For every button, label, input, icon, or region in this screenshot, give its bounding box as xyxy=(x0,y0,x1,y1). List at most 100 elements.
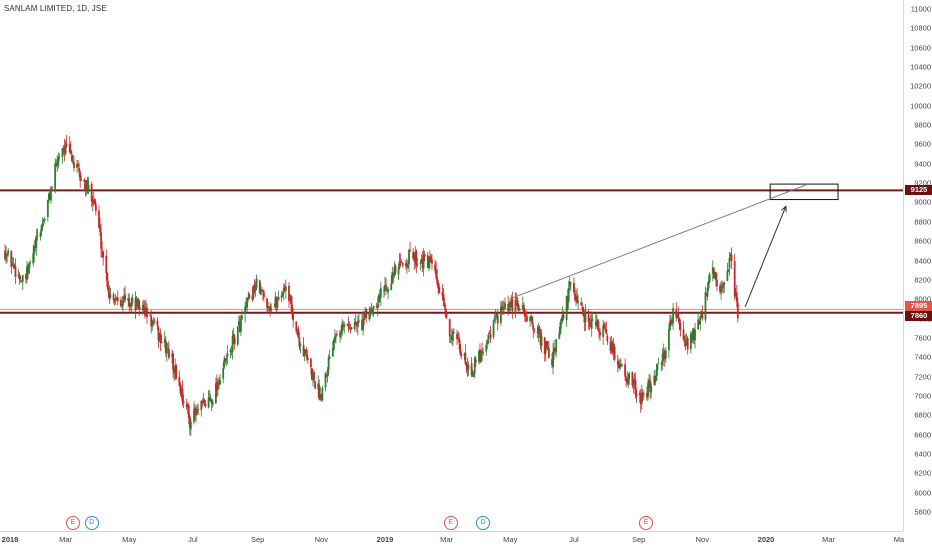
candle-body xyxy=(204,403,207,407)
candle-body xyxy=(319,394,322,400)
candle-body xyxy=(276,298,279,308)
time-tick-label: Mar xyxy=(440,535,454,544)
candle-body xyxy=(58,156,61,158)
candle-body xyxy=(180,388,183,395)
candle-body xyxy=(137,299,140,309)
candle-body xyxy=(18,275,21,280)
candle-body xyxy=(617,363,620,369)
candle-body xyxy=(466,365,469,371)
price-tick-label: 8800 xyxy=(914,217,931,227)
candle-body xyxy=(115,296,118,299)
earnings-icon[interactable]: E xyxy=(65,516,80,530)
candle-body xyxy=(722,284,725,289)
candle-body xyxy=(635,394,638,397)
candle-body xyxy=(312,372,314,378)
candle-body xyxy=(493,317,496,319)
candle-body xyxy=(55,162,58,166)
candle-body xyxy=(720,288,723,293)
candle-body xyxy=(90,183,93,202)
dividend-icon[interactable]: D xyxy=(84,516,99,530)
candle-body xyxy=(684,342,687,346)
candle-body xyxy=(201,401,204,404)
candle-body xyxy=(708,273,711,282)
candle-body xyxy=(150,315,153,327)
price-label-7895: 7895 xyxy=(905,301,932,312)
price-tick-label: 10000 xyxy=(910,101,931,111)
candle-body xyxy=(401,262,404,266)
earnings-icon[interactable]: E xyxy=(443,516,458,530)
candle-body xyxy=(375,306,378,308)
time-axis[interactable]: 2018 Mar May Jul Sep Nov 2019 Mar May Jul Sep Nov 20… xyxy=(0,531,904,551)
candle-body xyxy=(568,281,571,288)
candle-body xyxy=(711,267,714,274)
candle-body xyxy=(543,337,546,355)
candle-body xyxy=(46,199,49,218)
candle-body xyxy=(291,304,293,315)
price-axis[interactable]: 11000 10800 10600 10400 10200 10000 9800 9600 94… xyxy=(903,0,932,531)
candle-body xyxy=(195,412,197,416)
candle-body xyxy=(266,298,268,308)
candle-body xyxy=(200,400,203,411)
price-tick-label: 9800 xyxy=(914,120,931,130)
candle-body xyxy=(647,382,649,397)
candle-body xyxy=(574,293,576,300)
candle-body xyxy=(507,303,510,312)
candle-body xyxy=(441,292,444,296)
candle-body xyxy=(145,307,147,314)
earnings-icon[interactable]: E xyxy=(638,516,653,530)
candle-body xyxy=(178,377,181,386)
candle-body xyxy=(409,250,411,251)
candle-body xyxy=(515,298,518,299)
candle-body xyxy=(146,308,148,318)
candle-body xyxy=(222,368,225,379)
candle-body xyxy=(423,254,426,257)
candle-body xyxy=(670,319,672,324)
candle-body xyxy=(700,310,703,318)
candle-body xyxy=(327,357,330,371)
candle-body xyxy=(207,397,210,408)
candle-body xyxy=(131,297,134,304)
candle-body xyxy=(368,313,371,320)
candle-body xyxy=(431,259,433,264)
candle-body xyxy=(434,264,437,271)
candle-body xyxy=(77,163,80,167)
candle-body xyxy=(210,400,213,404)
candle-body xyxy=(501,306,503,308)
candle-body xyxy=(398,260,401,268)
target-zone-box xyxy=(769,183,839,201)
candle-body xyxy=(437,282,440,289)
candle-body xyxy=(296,329,299,331)
candle-body xyxy=(54,163,57,190)
candle-body xyxy=(390,283,393,290)
candle-body xyxy=(634,380,637,395)
candle-body xyxy=(343,324,346,328)
candle-body xyxy=(599,331,601,336)
candle-body xyxy=(638,393,641,396)
candle-body xyxy=(516,300,519,307)
price-tick-label: 8200 xyxy=(914,275,931,285)
candle-body xyxy=(226,352,229,357)
candle-body xyxy=(124,294,126,301)
price-tick-label: 7200 xyxy=(914,372,931,382)
dividend-icon[interactable]: D xyxy=(476,516,491,530)
candlestick-chart[interactable] xyxy=(0,0,903,531)
candle-body xyxy=(594,321,597,326)
candle-body xyxy=(47,193,50,200)
candle-body xyxy=(92,200,95,203)
candle-body xyxy=(422,254,425,269)
candle-body xyxy=(633,379,636,382)
candle-body xyxy=(158,332,161,342)
candle-body xyxy=(163,338,166,343)
candle-body xyxy=(151,321,154,326)
candle-body xyxy=(721,286,724,288)
candle-body xyxy=(36,235,39,237)
candle-body xyxy=(590,319,593,329)
candle-body xyxy=(553,348,556,352)
candle-body xyxy=(649,380,652,392)
candle-body xyxy=(646,392,648,398)
candle-body xyxy=(57,156,60,166)
candle-body xyxy=(223,359,226,368)
candle-body xyxy=(546,347,549,350)
candle-body xyxy=(679,322,682,330)
